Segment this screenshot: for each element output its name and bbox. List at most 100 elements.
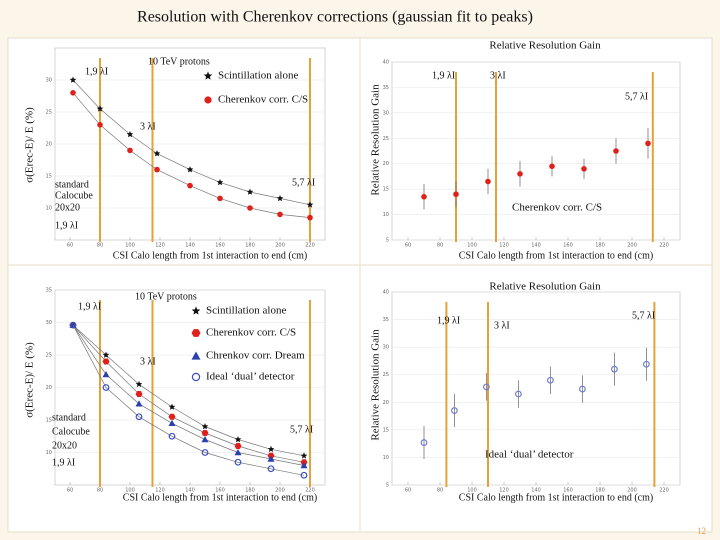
hexagon-marker	[201, 430, 209, 436]
x-tick-label: 80	[97, 488, 103, 494]
star-marker	[276, 194, 284, 202]
star-marker	[126, 130, 134, 138]
x-tick-label: 180	[595, 243, 605, 249]
annotation: 3 λI	[490, 70, 506, 81]
y-tick-label: 30	[46, 78, 52, 84]
x-axis-label: CSI Calo length from 1st interaction to …	[459, 250, 653, 261]
annotation: 1,9 λI	[437, 315, 460, 326]
annotation: standard	[52, 412, 86, 423]
circle-marker	[187, 182, 193, 189]
x-tick-label: 120	[499, 243, 509, 249]
triangle-marker	[191, 351, 201, 360]
y-tick-label: 40	[383, 290, 389, 296]
open-circle-marker	[643, 360, 650, 368]
y-tick-label: 20	[46, 142, 52, 148]
annotation: 20x20	[55, 202, 80, 213]
star-marker	[186, 166, 194, 173]
circle-marker	[217, 195, 223, 202]
x-tick-label: 200	[627, 243, 637, 249]
open-circle-marker	[300, 471, 308, 479]
open-circle-marker	[135, 413, 143, 421]
y-tick-label: 30	[383, 345, 389, 351]
x-tick-label: 200	[627, 488, 637, 494]
x-tick-label: 220	[305, 243, 315, 249]
y-tick-label: 20	[383, 161, 389, 167]
y-tick-label: 15	[46, 418, 52, 424]
circle-marker	[581, 166, 587, 172]
x-axis-label: CSI Calo length from 1st interaction to …	[113, 250, 307, 261]
y-tick-label: 30	[383, 110, 389, 116]
hexagon-marker	[168, 413, 176, 420]
y-tick-label: 35	[46, 288, 52, 294]
annotation: 3 λI	[140, 121, 156, 132]
circle-marker	[277, 211, 283, 218]
annotation: 1,9 λI	[52, 457, 75, 468]
chart-title: Relative Resolution Gain	[489, 281, 601, 293]
y-tick-label: 25	[383, 136, 389, 142]
star-marker	[153, 150, 161, 157]
circle-marker	[70, 90, 76, 96]
x-tick-label: 60	[405, 243, 411, 249]
x-tick-label: 100	[125, 243, 135, 249]
open-circle-marker	[168, 432, 176, 440]
annotation: 10 TeV protons	[148, 56, 210, 67]
circle-marker	[247, 205, 253, 211]
y-tick-label: 25	[46, 110, 52, 116]
triangle-marker	[102, 371, 110, 378]
y-axis-label: σ(Erec-E)/ E (%)	[24, 107, 36, 183]
y-tick-label: 35	[383, 85, 389, 91]
hexagon-marker	[191, 329, 201, 337]
chart-title: Relative Resolution Gain	[489, 40, 601, 52]
x-tick-label: 60	[67, 243, 73, 249]
x-tick-label: 160	[215, 488, 225, 494]
x-tick-label: 140	[531, 243, 541, 249]
y-tick-label: 25	[46, 353, 52, 359]
x-tick-label: 200	[275, 488, 285, 494]
x-tick-label: 120	[499, 488, 509, 494]
y-tick-label: 10	[383, 455, 389, 461]
triangle-marker	[168, 419, 176, 427]
x-tick-label: 220	[305, 488, 315, 494]
x-tick-label: 80	[437, 488, 443, 494]
circle-marker	[97, 122, 103, 128]
legend-label: Chrenkov corr. Dream	[206, 350, 305, 362]
star-marker	[203, 71, 213, 80]
star-marker	[135, 380, 143, 388]
triangle-marker	[135, 400, 143, 407]
annotation: Calocube	[55, 190, 93, 201]
hexagon-marker	[234, 443, 242, 449]
legend-label: Scintillation alone	[218, 70, 298, 82]
legend-label: Cherenkov corr. C/S	[218, 94, 308, 106]
circle-marker	[421, 193, 427, 200]
annotation: 5,7 λI	[292, 177, 315, 188]
open-circle-marker	[451, 407, 458, 414]
trend-line	[72, 324, 305, 457]
open-circle-marker	[515, 390, 522, 398]
star-marker	[300, 452, 308, 459]
open-circle-marker	[69, 321, 77, 329]
annotation: Calocube	[52, 426, 90, 437]
y-tick-label: 20	[46, 385, 52, 391]
x-tick-label: 160	[563, 243, 573, 249]
triangle-marker	[201, 436, 209, 443]
circle-marker	[127, 147, 133, 154]
x-tick-label: 180	[245, 488, 255, 494]
legend-label: Ideal ‘dual’ detector	[485, 449, 574, 461]
annotation: 1,9 λI	[55, 220, 78, 231]
x-tick-label: 160	[215, 243, 225, 249]
circle-marker	[453, 191, 459, 198]
x-tick-label: 80	[437, 243, 443, 249]
trend-line	[72, 324, 305, 466]
star-marker	[96, 105, 104, 112]
open-circle-marker	[483, 383, 490, 391]
star-marker	[306, 201, 314, 208]
annotation: 1,9 λI	[78, 301, 101, 312]
legend-label: Cherenkov corr. C/S	[512, 202, 602, 214]
x-tick-label: 100	[467, 488, 477, 494]
open-circle-marker	[420, 439, 428, 446]
y-tick-label: 15	[383, 187, 389, 193]
hexagon-marker	[102, 358, 110, 365]
star-marker	[234, 436, 242, 443]
y-tick-label: 40	[383, 60, 389, 66]
annotation: 1,9 λI	[432, 70, 455, 81]
